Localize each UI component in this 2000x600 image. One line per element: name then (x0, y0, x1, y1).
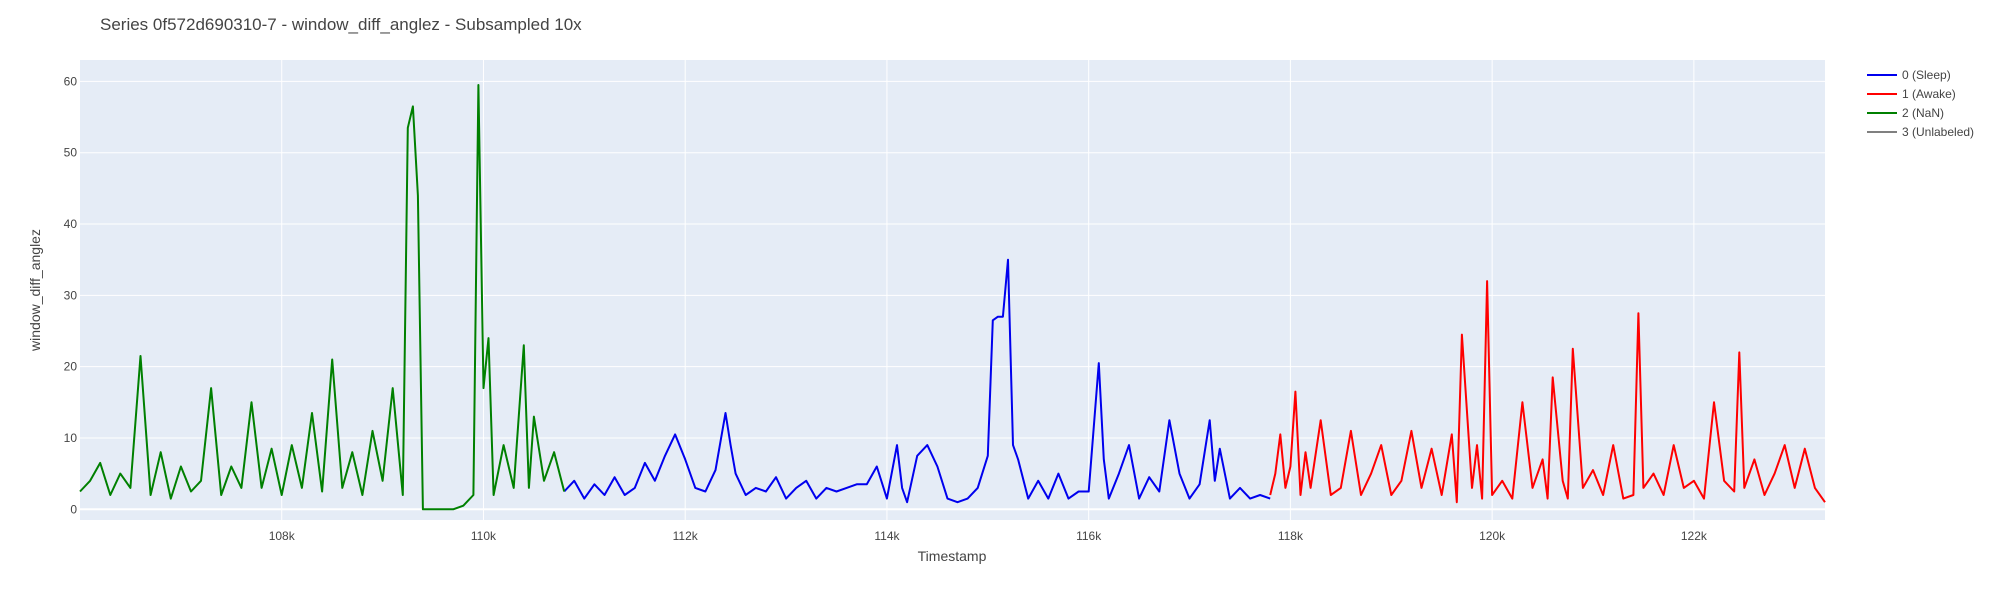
grid (80, 60, 1825, 520)
series-line-1 (1269, 280, 1826, 504)
x-tick-label: 120k (1479, 529, 1506, 543)
x-tick-label: 112k (673, 529, 699, 543)
x-tick-label: 116k (1076, 529, 1102, 543)
legend-label: 2 (NaN) (1902, 106, 1944, 120)
x-tick-label: 108k (269, 529, 296, 543)
x-axis-title: Timestamp (918, 548, 987, 564)
legend-item[interactable]: 2 (NaN) (1867, 106, 1944, 120)
y-axis-ticks: 0 10 20 30 40 50 60 (64, 74, 78, 516)
x-tick-label: 118k (1278, 529, 1304, 543)
legend-label: 1 (Awake) (1902, 87, 1956, 101)
legend-label: 3 (Unlabeled) (1902, 125, 1974, 139)
series-line-0 (563, 258, 1271, 504)
legend-item[interactable]: 1 (Awake) (1867, 87, 1956, 101)
x-tick-label: 110k (471, 529, 497, 543)
y-axis-title: window_diff_anglez (27, 229, 43, 352)
series-lines (79, 84, 1826, 511)
series-line-2 (79, 84, 566, 511)
x-tick-label: 114k (874, 529, 900, 543)
y-tick-label: 20 (64, 360, 78, 374)
plot-area (80, 60, 1825, 520)
chart-title: Series 0f572d690310-7 - window_diff_angl… (100, 15, 582, 34)
legend-label: 0 (Sleep) (1902, 68, 1951, 82)
legend: 0 (Sleep) 1 (Awake) 2 (NaN) 3 (Unlabeled) (1867, 68, 1974, 139)
y-tick-label: 40 (64, 217, 78, 231)
legend-item[interactable]: 3 (Unlabeled) (1867, 125, 1974, 139)
legend-item[interactable]: 0 (Sleep) (1867, 68, 1951, 82)
x-tick-label: 122k (1681, 529, 1708, 543)
y-tick-label: 60 (64, 74, 78, 88)
y-tick-label: 10 (64, 431, 78, 445)
y-tick-label: 0 (70, 502, 77, 516)
y-tick-label: 50 (64, 146, 78, 160)
x-axis-ticks: 108k 110k 112k 114k 116k 118k 120k 122k (269, 529, 1708, 543)
y-tick-label: 30 (64, 288, 78, 302)
